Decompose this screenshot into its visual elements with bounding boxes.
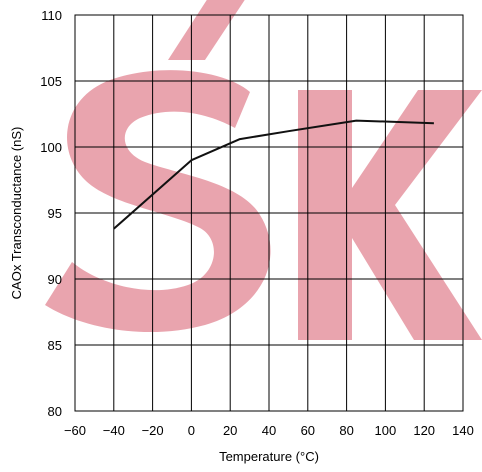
x-tick-label: 100 <box>375 423 397 438</box>
y-tick-label: 85 <box>48 338 62 353</box>
x-tick-label: 80 <box>339 423 353 438</box>
y-tick-label: 100 <box>40 140 62 155</box>
y-axis-ticks: 80 85 90 95 100 105 110 <box>40 8 62 419</box>
x-axis-ticks: −60 −40 −20 0 20 40 60 80 100 120 140 <box>64 423 474 438</box>
x-tick-label: −20 <box>142 423 164 438</box>
x-tick-label: 0 <box>188 423 195 438</box>
watermark-logo <box>45 0 482 340</box>
x-tick-label: 60 <box>301 423 315 438</box>
x-tick-label: 40 <box>262 423 276 438</box>
series-group <box>113 119 434 230</box>
x-axis-label: Temperature (°C) <box>219 449 319 464</box>
y-tick-label: 105 <box>40 74 62 89</box>
y-tick-label: 80 <box>48 404 62 419</box>
x-tick-label: −40 <box>103 423 125 438</box>
y-tick-label: 90 <box>48 272 62 287</box>
x-tick-label: 120 <box>413 423 435 438</box>
plot-frame <box>74 14 464 412</box>
series-line <box>113 119 434 230</box>
y-tick-label: 110 <box>41 8 62 23</box>
x-tick-label: −60 <box>64 423 86 438</box>
x-tick-label: 140 <box>452 423 474 438</box>
y-axis-label: CAOx Transconductance (nS) <box>9 127 24 300</box>
y-tick-label: 95 <box>48 206 62 221</box>
x-tick-label: 20 <box>223 423 237 438</box>
